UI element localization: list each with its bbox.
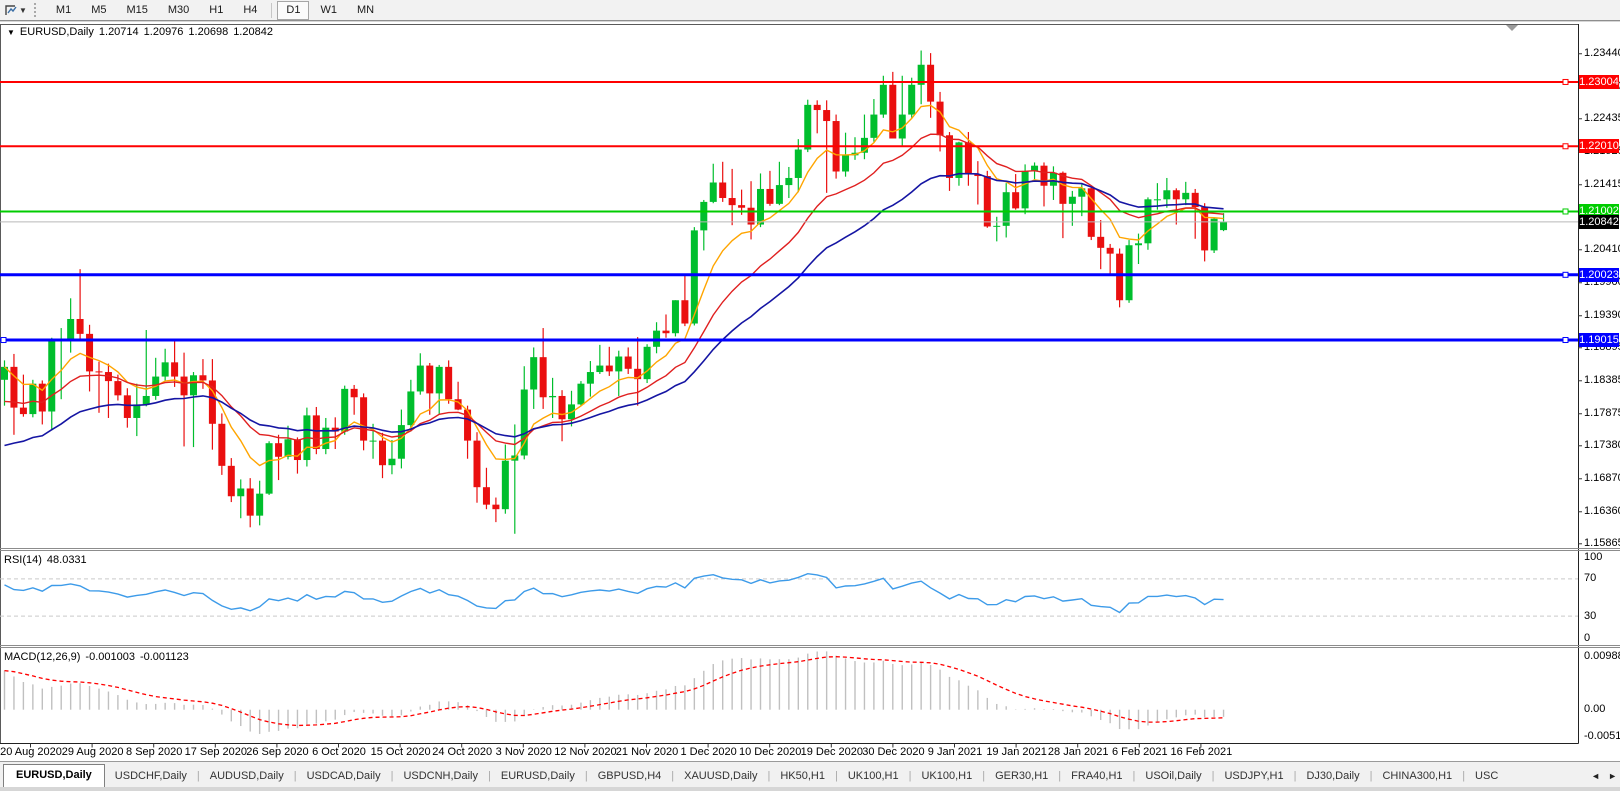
symbol-tab-dj30-daily[interactable]: DJ30,Daily: [1306, 770, 1360, 782]
charts-toolbar-icon[interactable]: [2, 3, 18, 17]
symbol-tabbar: EURUSD,Daily USDCHF,Daily | AUDUSD,Daily | US…: [0, 761, 1620, 787]
tab-divider: |: [1058, 770, 1062, 782]
timeframe-button-h1[interactable]: H1: [209, 3, 224, 16]
timeframe-button-mn[interactable]: MN: [356, 3, 375, 16]
timeframe-button-m30[interactable]: M30: [167, 3, 190, 16]
tabbar-scroll-left-icon[interactable]: ◄: [1591, 771, 1601, 781]
symbol-tab-china300-h1[interactable]: CHINA300,H1: [1382, 770, 1453, 782]
symbol-tab-usdjpy-h1[interactable]: USDJPY,H1: [1224, 770, 1284, 782]
symbol-tab-fra40-h1[interactable]: FRA40,H1: [1071, 770, 1123, 782]
tab-divider: |: [1293, 770, 1297, 782]
tab-divider: |: [488, 770, 491, 782]
tabbar-scroll-right-icon[interactable]: ►: [1608, 771, 1617, 781]
toolbar-separator: [271, 2, 273, 18]
timeframe-button-h4[interactable]: H4: [243, 3, 258, 16]
tab-divider: |: [1462, 770, 1466, 782]
timeframe-button-d1[interactable]: D1: [277, 0, 310, 20]
symbol-tab-usoil-daily[interactable]: USOil,Daily: [1145, 770, 1202, 782]
tab-divider: |: [293, 770, 297, 782]
tab-divider: |: [196, 770, 200, 782]
timeframe-button-w1[interactable]: W1: [320, 3, 337, 16]
tab-divider: |: [908, 770, 912, 782]
symbol-tab-usdcad-daily[interactable]: USDCAD,Daily: [306, 770, 381, 782]
symbol-tab-eurusd-daily[interactable]: EURUSD,Daily: [500, 770, 575, 782]
toolbar-dropdown-caret-icon[interactable]: ▼: [19, 5, 27, 15]
symbol-tab-uk100-h1[interactable]: UK100,H1: [921, 770, 973, 782]
timeframe-button-m15[interactable]: M15: [126, 3, 148, 16]
symbol-tab-eurusd-daily[interactable]: EURUSD,Daily: [3, 764, 105, 787]
tab-divider: |: [767, 770, 771, 782]
timeframe-button-m5[interactable]: M5: [91, 3, 107, 16]
symbol-tab-hk50-h1[interactable]: HK50,H1: [780, 770, 825, 782]
tab-divider: |: [671, 770, 675, 782]
tab-divider: |: [1132, 770, 1136, 782]
symbol-tab-usdchf-daily[interactable]: USDCHF,Daily: [114, 770, 187, 782]
symbol-tab-usdcnh-daily[interactable]: USDCNH,Daily: [403, 770, 478, 782]
tab-divider: |: [584, 770, 588, 782]
chart-canvas[interactable]: [0, 22, 1620, 761]
tab-divider: |: [982, 770, 986, 782]
tab-divider: |: [390, 770, 394, 782]
symbol-tab-xauusd-daily[interactable]: XAUUSD,Daily: [684, 770, 758, 782]
symbol-tab-uk100-h1[interactable]: UK100,H1: [847, 770, 899, 782]
top-toolbar: ▼ M1 M5 M15 M30 H1 H4 D1 W1 MN: [0, 0, 1620, 21]
timeframe-button-m1[interactable]: M1: [55, 3, 72, 16]
tab-divider: |: [834, 770, 838, 782]
tab-divider: |: [1211, 770, 1215, 782]
symbol-tab-usc[interactable]: USC: [1475, 770, 1499, 782]
tab-divider: |: [1369, 770, 1373, 782]
symbol-tab-ger30-h1[interactable]: GER30,H1: [995, 770, 1049, 782]
toolbar-grip: [33, 3, 39, 17]
symbol-tab-audusd-daily[interactable]: AUDUSD,Daily: [209, 770, 284, 782]
symbol-tab-gbpusd-h4[interactable]: GBPUSD,H4: [597, 770, 662, 782]
